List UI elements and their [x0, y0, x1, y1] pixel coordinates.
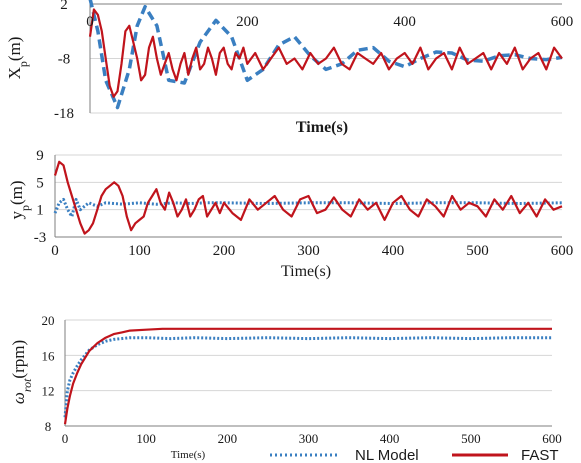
legend: NL Model FAST: [270, 447, 559, 463]
x-tick-label: 400: [380, 431, 400, 446]
x-axis-label: Time(s): [171, 449, 206, 461]
series-line-fast: [88, 8, 563, 98]
y-tick-label: 1: [36, 203, 44, 219]
x-tick-label: 500: [461, 431, 481, 446]
chart-omega: 20 16 12 80 100 200 300 400 500 600 Time(s) ωrot(rp…: [9, 313, 562, 461]
x-tick-label: 200: [213, 243, 236, 259]
x-tick-label: 0: [86, 14, 94, 30]
y-tick-label: 9: [36, 148, 44, 164]
x-axis-label: Time(s): [296, 119, 348, 136]
y-axis-label: Xp(m): [5, 37, 30, 80]
legend-label-fast: FAST: [521, 447, 559, 463]
y-tick-label: 2: [60, 0, 68, 13]
x-tick-label: 400: [382, 243, 405, 259]
series-line-fast: [53, 160, 563, 235]
x-axis-label: Time(s): [281, 263, 331, 280]
y-tick-label: -8: [58, 52, 71, 68]
x-tick-label: 100: [136, 431, 156, 446]
x-tick-label: 500: [466, 243, 489, 259]
series-line-fast: [63, 327, 552, 425]
y-tick-label: 20: [42, 313, 55, 328]
y-axis-label: yp(m): [7, 180, 32, 219]
y-tick-label: 5: [36, 175, 44, 191]
y-tick-label: 12: [42, 384, 55, 399]
x-tick-label: 300: [297, 243, 320, 259]
series-line-nl-model: [88, 0, 563, 110]
x-tick-label: 0: [51, 243, 59, 259]
legend-label-nl-model: NL Model: [355, 447, 419, 463]
x-tick-label: 0: [62, 431, 69, 446]
chart-xp: 2 -8 -18 0 200 400 600 Time(s) Xp(m): [5, 0, 573, 136]
x-tick-label: 600: [551, 243, 574, 259]
y-tick-label: 8: [45, 419, 52, 434]
x-tick-label: 600: [542, 431, 562, 446]
y-tick-label: 16: [42, 348, 56, 363]
y-axis-label: ωrot(rpm): [9, 340, 34, 404]
y-tick-label: -3: [34, 230, 47, 246]
x-tick-label: 300: [299, 431, 319, 446]
series-line-nl-model: [63, 336, 552, 418]
y-tick-label: -18: [54, 106, 74, 122]
x-tick-label: 200: [236, 14, 259, 30]
chart-yp: 9 5 1 -30 100 200 300 400 500 600 Time(s) yp(m): [7, 148, 573, 280]
x-tick-label: 100: [128, 243, 151, 259]
x-tick-label: 200: [218, 431, 238, 446]
x-tick-label: 600: [551, 14, 574, 30]
x-tick-label: 400: [393, 14, 416, 30]
